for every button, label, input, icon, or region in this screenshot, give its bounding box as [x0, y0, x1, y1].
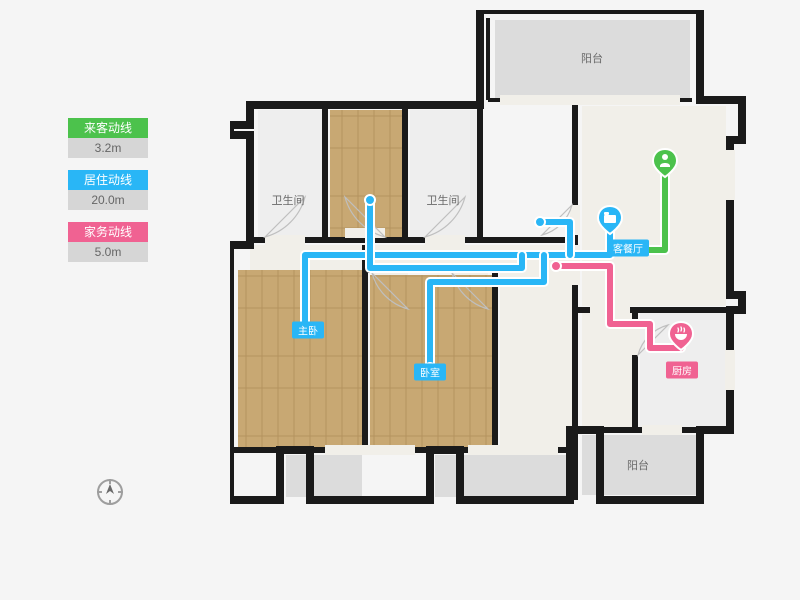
legend-label: 家务动线 [68, 222, 148, 242]
room-pill: 厨房 [666, 362, 698, 379]
compass-icon [96, 478, 124, 506]
legend-value: 3.2m [68, 138, 148, 158]
legend: 来客动线3.2m 居住动线20.0m 家务动线5.0m [68, 118, 148, 274]
path-end-dot [365, 195, 375, 205]
legend-value: 20.0m [68, 190, 148, 210]
room-pill: 主卧 [292, 322, 324, 339]
room-label: 卫生间 [272, 192, 305, 208]
room-label: 卫生间 [427, 192, 460, 208]
legend-label: 居住动线 [68, 170, 148, 190]
legend-label: 来客动线 [68, 118, 148, 138]
floorplan: 阳台卫生间卫生间阳台客餐厅主卧卧室厨房 [230, 10, 770, 580]
room-label: 阳台 [627, 457, 649, 473]
legend-entry: 家务动线5.0m [68, 222, 148, 262]
room-aisle-bottom [582, 313, 632, 427]
room-pill: 卧室 [414, 364, 446, 381]
path-end-dot [535, 217, 545, 227]
room-living [582, 106, 726, 306]
room-balcony-bl2 [435, 455, 571, 497]
room-label: 阳台 [581, 50, 603, 66]
room-balcony-bl1 [286, 455, 362, 497]
legend-entry: 居住动线20.0m [68, 170, 148, 210]
room-pill: 客餐厅 [607, 240, 649, 257]
path-end-dot [551, 261, 561, 271]
legend-entry: 来客动线3.2m [68, 118, 148, 158]
legend-value: 5.0m [68, 242, 148, 262]
room-passage [500, 245, 572, 447]
room-bath-left [258, 110, 322, 237]
